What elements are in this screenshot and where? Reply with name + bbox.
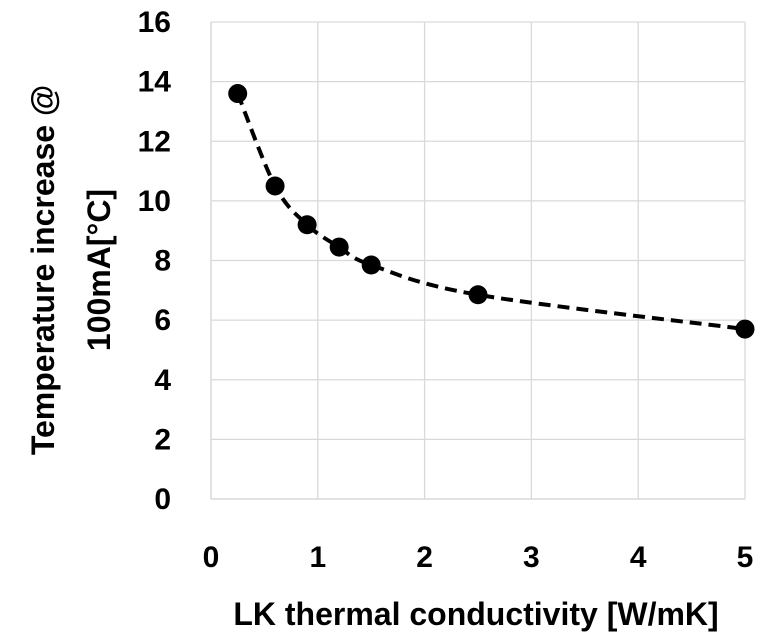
data-point	[297, 215, 317, 235]
data-point	[329, 237, 349, 257]
data-point	[361, 255, 381, 275]
data-point	[468, 285, 488, 305]
y-tick-label: 4	[154, 364, 171, 397]
data-point	[735, 319, 755, 339]
grid	[210, 21, 746, 500]
x-axis-ticks: 0 1 2 3 4 5	[203, 541, 754, 574]
x-axis-title: LK thermal conductivity [W/mK]	[233, 596, 718, 632]
data-point	[265, 176, 285, 196]
y-tick-label: 16	[138, 6, 171, 39]
x-tick-label: 2	[416, 541, 433, 574]
x-tick-label: 4	[630, 541, 647, 574]
y-tick-label: 10	[138, 185, 171, 218]
y-tick-label: 2	[154, 423, 171, 456]
x-tick-label: 5	[737, 541, 754, 574]
x-tick-label: 1	[309, 541, 326, 574]
y-axis-title-line-2: 100mA[°C]	[81, 189, 117, 351]
x-tick-label: 0	[203, 541, 220, 574]
data-points	[228, 84, 755, 339]
y-axis-title: Temperature increase @ 100mA[°C]	[25, 85, 117, 455]
data-point	[228, 84, 248, 104]
y-tick-label: 0	[154, 483, 171, 516]
y-axis-title-line-1: Temperature increase @	[25, 85, 61, 455]
y-axis-ticks: 0 2 4 6 8 10 12 14 16	[138, 6, 172, 516]
y-tick-label: 14	[138, 66, 172, 99]
series-line	[235, 92, 746, 332]
x-tick-label: 3	[523, 541, 540, 574]
y-tick-label: 12	[138, 125, 171, 158]
y-tick-label: 8	[154, 245, 171, 278]
y-tick-label: 6	[154, 304, 171, 337]
